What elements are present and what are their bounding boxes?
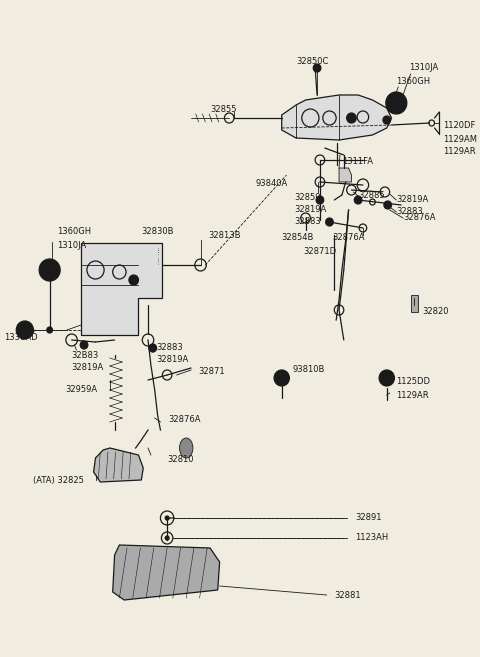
Text: 32876A: 32876A [332,233,365,242]
Polygon shape [113,545,220,600]
Text: 32850C: 32850C [296,58,328,66]
Text: 32819A: 32819A [396,196,429,204]
Text: 32959A: 32959A [65,386,97,394]
Text: 93810B: 93810B [292,365,324,374]
Circle shape [47,327,52,333]
Text: 32810: 32810 [167,455,193,464]
Circle shape [316,196,324,204]
Text: 1360GH: 1360GH [57,227,91,237]
Text: 32B83: 32B83 [72,350,99,359]
Polygon shape [282,95,392,140]
Circle shape [39,259,60,281]
Text: 32883: 32883 [156,344,183,353]
Circle shape [386,92,407,114]
Circle shape [354,196,362,204]
Text: 32819A: 32819A [294,206,326,214]
Text: 32859: 32859 [294,194,321,202]
Circle shape [16,321,34,339]
Text: 32813B: 32813B [208,231,240,240]
Circle shape [313,64,321,72]
Ellipse shape [180,438,193,458]
Text: 32883: 32883 [294,217,321,227]
Circle shape [274,370,289,386]
Text: 1310JA: 1310JA [57,242,86,250]
Text: 32830B: 32830B [141,227,174,237]
Text: 32883: 32883 [396,208,423,217]
Polygon shape [81,243,162,335]
Circle shape [347,113,356,123]
Text: 32876A: 32876A [403,214,435,223]
Circle shape [379,370,395,386]
Text: 32820: 32820 [422,307,449,317]
Text: 32871D: 32871D [304,248,337,256]
Text: 32876A: 32876A [168,415,201,424]
Text: 1338AD: 1338AD [4,334,37,342]
Text: 1129AR: 1129AR [443,148,476,156]
Polygon shape [339,168,351,182]
Text: 1120DF: 1120DF [443,122,476,131]
Text: 32881: 32881 [334,591,361,599]
Text: 32819A: 32819A [72,363,104,373]
Text: 93840A: 93840A [256,179,288,187]
Circle shape [384,201,392,209]
Circle shape [149,344,156,352]
Circle shape [129,275,138,285]
Polygon shape [411,295,418,312]
Text: 32819A: 32819A [156,355,189,365]
Text: 1311FA: 1311FA [342,158,373,166]
Text: (ATA) 32825: (ATA) 32825 [34,476,84,484]
Text: 1310JA: 1310JA [409,64,438,72]
Text: 1129AR: 1129AR [396,390,429,399]
Polygon shape [94,448,143,482]
Text: 32885: 32885 [358,191,385,200]
Text: 32871: 32871 [199,367,225,376]
Text: 1129AM: 1129AM [443,135,477,145]
Circle shape [325,218,333,226]
Text: 1125DD: 1125DD [396,378,431,386]
Text: 1360GH: 1360GH [396,78,431,87]
Text: 1123AH: 1123AH [355,533,388,543]
Circle shape [383,116,391,124]
Circle shape [165,536,169,540]
Text: 32891: 32891 [355,514,382,522]
Text: 32854B: 32854B [282,233,314,242]
Text: 32855: 32855 [210,106,237,114]
Circle shape [165,516,169,520]
Circle shape [80,341,88,349]
